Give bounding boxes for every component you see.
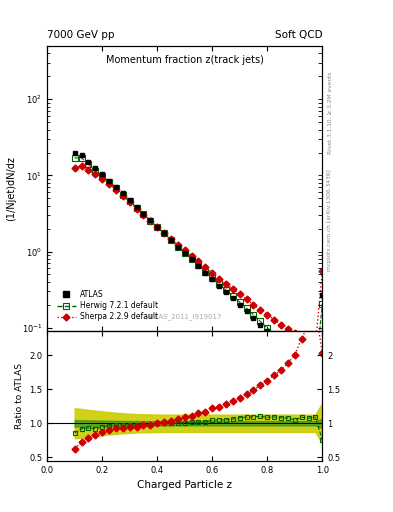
Text: mcplots.cern.ch [arXiv:1306.3436]: mcplots.cern.ch [arXiv:1306.3436] bbox=[327, 169, 332, 271]
Text: 7000 GeV pp: 7000 GeV pp bbox=[47, 30, 115, 40]
Text: Momentum fraction z(track jets): Momentum fraction z(track jets) bbox=[106, 55, 264, 65]
Legend: ATLAS, Herwig 7.2.1 default, Sherpa 2.2.9 default: ATLAS, Herwig 7.2.1 default, Sherpa 2.2.… bbox=[54, 287, 161, 325]
Y-axis label: (1/Njet)dN/dz: (1/Njet)dN/dz bbox=[6, 156, 16, 221]
X-axis label: Charged Particle z: Charged Particle z bbox=[137, 480, 232, 490]
Text: Rivet 3.1.10, ≥ 3.2M events: Rivet 3.1.10, ≥ 3.2M events bbox=[327, 71, 332, 154]
Text: ATLAS_2011_I919017: ATLAS_2011_I919017 bbox=[147, 313, 222, 320]
Y-axis label: Ratio to ATLAS: Ratio to ATLAS bbox=[15, 363, 24, 429]
Text: Soft QCD: Soft QCD bbox=[275, 30, 322, 40]
